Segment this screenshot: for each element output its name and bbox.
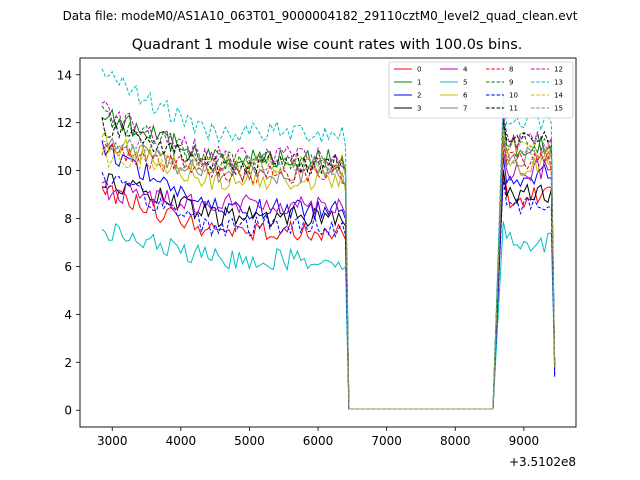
series-line-10 [101,172,556,410]
figure-suptitle: Data file: modeM0/AS1A10_063T01_90000041… [63,9,578,23]
x-tick-label: 7000 [371,434,402,448]
legend-label-6: 6 [463,92,468,100]
series-layer [101,68,556,410]
series-line-4 [101,150,556,410]
x-tick-label: 3000 [97,434,128,448]
y-tick-label: 8 [64,212,72,226]
series-line-14 [101,129,556,410]
legend-label-2: 2 [417,92,421,100]
series-line-8 [101,142,556,410]
y-tick-label: 12 [57,116,72,130]
y-tick-label: 6 [64,260,72,274]
y-tick-label: 2 [64,356,72,370]
legend-label-14: 14 [554,92,563,100]
series-line-9 [101,105,556,410]
x-tick-label: 5000 [234,434,265,448]
series-line-11 [101,117,556,410]
x-axis: 3000 4000 5000 6000 7000 8000 9000 [97,427,539,448]
series-line-5 [101,221,556,410]
plot-area [80,58,576,427]
legend-label-11: 11 [509,105,518,113]
x-tick-label: 8000 [440,434,471,448]
y-tick-label: 10 [57,164,72,178]
plot-frame [79,57,577,428]
y-tick-label: 4 [64,308,72,322]
chart-title: Quadrant 1 module wise count rates with … [132,37,523,53]
x-offset-label: +3.5102e8 [509,455,576,469]
legend-label-4: 4 [463,66,468,74]
x-tick-label: 9000 [509,434,540,448]
legend-label-15: 15 [554,105,563,113]
legend-label-0: 0 [417,66,421,74]
x-tick-label: 6000 [303,434,334,448]
legend-label-8: 8 [509,66,513,74]
legend-label-1: 1 [417,79,421,87]
series-line-3 [101,169,556,410]
legend-label-9: 9 [509,79,513,87]
legend-label-7: 7 [463,105,467,113]
legend-label-13: 13 [554,79,563,87]
series-line-15 [101,137,556,410]
y-tick-label: 14 [57,68,72,82]
y-tick-label: 0 [64,404,72,418]
series-line-13 [101,68,556,410]
legend-label-10: 10 [509,92,518,100]
series-line-2 [101,140,556,410]
legend-label-5: 5 [463,79,467,87]
x-tick-label: 4000 [166,434,197,448]
legend-box [388,61,574,119]
legend-label-3: 3 [417,105,421,113]
y-axis: 0 2 4 6 8 10 12 14 [57,68,80,418]
legend-label-12: 12 [554,66,563,74]
